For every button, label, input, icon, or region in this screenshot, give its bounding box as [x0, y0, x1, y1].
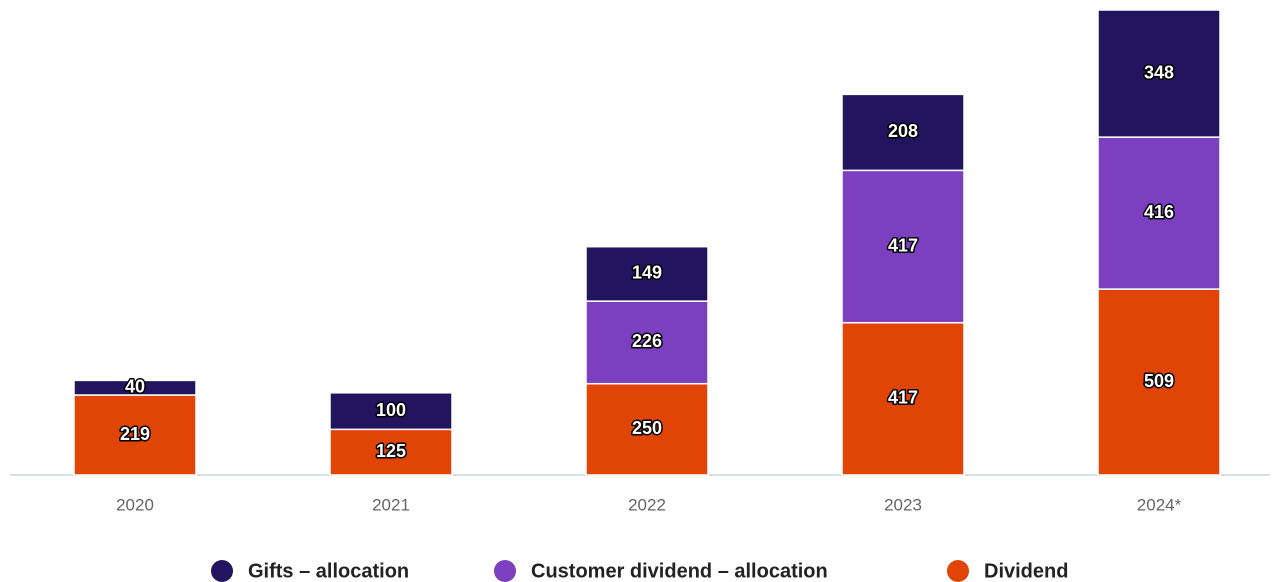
- data-label: 226: [632, 331, 662, 351]
- data-label: 125: [376, 441, 406, 461]
- bar-segment: [585, 382, 709, 476]
- x-tick-label: 2024*: [1137, 495, 1182, 514]
- data-label: 100: [376, 400, 406, 420]
- bar-segment: [329, 428, 453, 476]
- legend-swatch: [947, 560, 969, 582]
- legend-swatch: [494, 560, 516, 582]
- data-label: 149: [632, 263, 662, 283]
- bar-segment: [585, 300, 709, 385]
- data-label: 417: [888, 235, 918, 255]
- bar-segment: [73, 379, 197, 396]
- bar-segment: [585, 245, 709, 302]
- data-label: 417: [888, 388, 918, 408]
- legend-label: Customer dividend – allocation: [531, 560, 828, 582]
- legend-label: Dividend: [984, 560, 1068, 582]
- data-label: 250: [632, 418, 662, 438]
- data-label: 416: [1144, 202, 1174, 222]
- bar-segment: [73, 394, 197, 476]
- legend-label: Gifts – allocation: [248, 560, 409, 582]
- x-tick-label: 2021: [372, 495, 410, 514]
- bar-segment: [841, 321, 965, 476]
- data-label: 40: [125, 376, 145, 396]
- x-tick-label: 2020: [116, 495, 154, 514]
- bar-segment: [841, 93, 965, 172]
- data-label: 348: [1144, 62, 1174, 82]
- x-tick-label: 2022: [628, 495, 666, 514]
- x-tick-label: 2023: [884, 495, 922, 514]
- bar-segment: [1097, 9, 1221, 138]
- data-label: 219: [120, 424, 150, 444]
- bar-segment: [1097, 136, 1221, 290]
- data-label: 509: [1144, 371, 1174, 391]
- legend-swatch: [211, 560, 233, 582]
- bar-segment: [841, 169, 965, 324]
- bar-segment: [329, 392, 453, 431]
- data-label: 208: [888, 121, 918, 141]
